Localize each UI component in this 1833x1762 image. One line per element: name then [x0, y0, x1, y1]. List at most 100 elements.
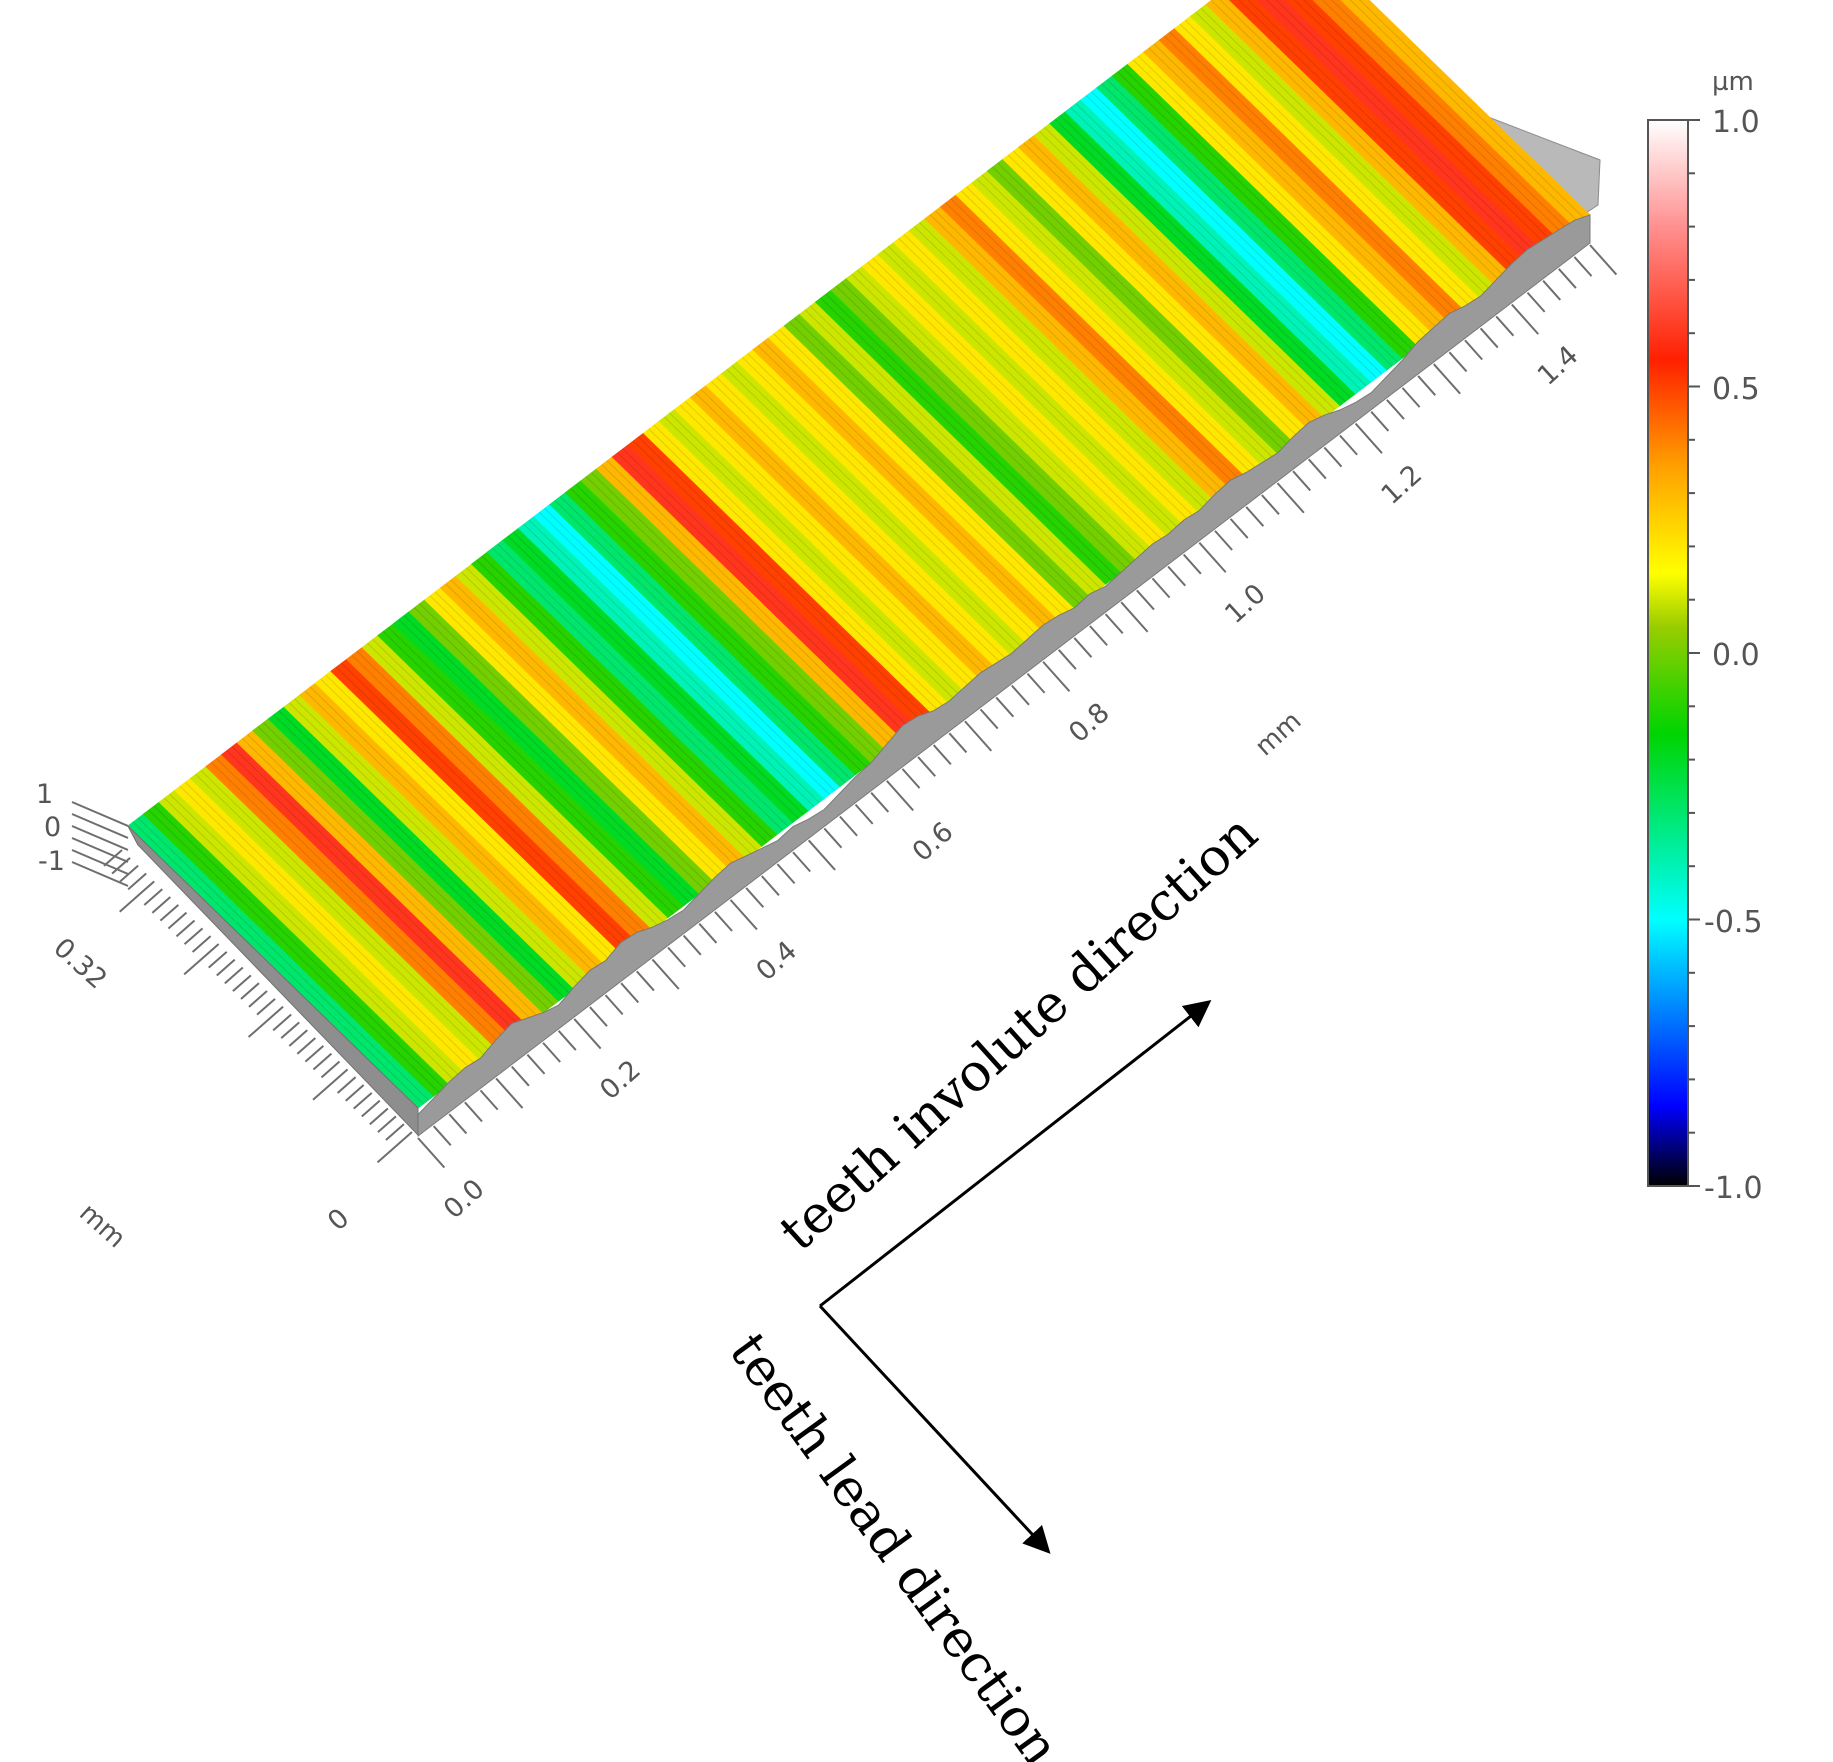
surface-streak: [1132, 59, 1424, 343]
y-tick: [296, 1037, 316, 1055]
y-tick: [143, 888, 163, 906]
y-tick: [151, 896, 171, 914]
x-tick: [1542, 280, 1562, 301]
surface-streak: [757, 345, 1049, 629]
x-tick: [1245, 506, 1265, 527]
surface-streak: [820, 297, 1112, 581]
surface-stripes: [127, 0, 1591, 1109]
x-tick: [1057, 649, 1077, 670]
surface-streak: [856, 269, 1148, 553]
surface-streak: [481, 555, 773, 839]
surface-streak: [601, 464, 893, 748]
x-tick: [542, 1042, 561, 1063]
x-tick-label: 0.6: [907, 816, 960, 868]
x-tick: [870, 792, 890, 813]
surface-streak: [1238, 0, 1518, 271]
x-tick: [620, 982, 640, 1004]
surface-streak: [523, 524, 815, 807]
y-tick: [247, 1005, 284, 1038]
surface-streak: [1211, 0, 1502, 283]
surface-streak: [325, 674, 617, 958]
surface-streak: [1331, 0, 1570, 232]
x-tick: [1042, 661, 1071, 692]
surface-streak: [669, 412, 961, 696]
x-tick-label: 1.4: [1532, 340, 1585, 392]
x-tick: [1479, 327, 1499, 349]
surface-streak: [1358, 0, 1586, 220]
surface-streak: [711, 381, 1002, 664]
x-tick: [1198, 542, 1227, 573]
y-tick: [167, 911, 188, 930]
surface-streak: [492, 547, 783, 831]
surface-streak: [716, 377, 1007, 660]
surface-streak: [695, 393, 987, 676]
surface-streak: [1023, 142, 1315, 426]
z-axis-ticks: [71, 801, 129, 887]
x-tick: [1182, 553, 1202, 575]
y-tick: [369, 1107, 389, 1126]
involute-direction-label: teeth involute direction: [769, 804, 1270, 1263]
surface-streak: [1044, 127, 1336, 410]
surface-streak: [606, 460, 898, 744]
surface-streak: [950, 198, 1242, 482]
surface-streak: [461, 571, 752, 855]
surface-streak: [914, 226, 1205, 510]
surface-streak: [336, 666, 627, 950]
surface-streak: [992, 166, 1284, 450]
involute-direction-arrow: [819, 1000, 1212, 1308]
surface-streak: [945, 202, 1237, 486]
surface-streak: [1117, 71, 1409, 355]
x-tick: [729, 899, 758, 931]
surface-streak: [320, 678, 612, 962]
x-tick: [1354, 422, 1383, 454]
surface-streak: [169, 793, 461, 1077]
surface-streak: [742, 357, 1033, 641]
surface-streak: [731, 365, 1023, 648]
y-tick: [119, 880, 155, 913]
surface-streak: [554, 500, 846, 783]
y-tick: [183, 943, 220, 976]
surface-streak: [789, 321, 1080, 605]
x-tick: [1136, 589, 1155, 611]
surface-streak: [1007, 154, 1299, 438]
surface-streak: [632, 440, 924, 724]
surface-streak: [1106, 79, 1398, 363]
y-tick: [159, 904, 180, 922]
surface-streak: [544, 508, 836, 791]
surface-streak: [1039, 131, 1330, 414]
x-tick: [745, 887, 765, 908]
x-tick: [495, 1077, 524, 1109]
y-tick: [336, 1076, 357, 1094]
surface-streak: [763, 341, 1054, 625]
y-tick: [256, 998, 276, 1016]
surface-streak: [1321, 0, 1565, 236]
x-tick: [714, 911, 733, 932]
surface-streak: [429, 595, 721, 879]
surface-streak: [388, 627, 679, 910]
z-tick: [71, 861, 129, 887]
surface-streak: [1195, 12, 1487, 295]
surface-streak: [836, 285, 1127, 569]
surface-streak: [257, 726, 549, 1010]
surface-streak: [1091, 91, 1382, 375]
x-tick: [823, 827, 843, 849]
surface-streak: [981, 174, 1273, 458]
x-tick: [1073, 637, 1093, 658]
surface-streak: [966, 186, 1257, 470]
surface-streak: [882, 250, 1174, 533]
surface-streak: [794, 317, 1086, 601]
x-tick: [636, 970, 655, 992]
surface-streak: [164, 797, 455, 1081]
x-tick: [1448, 351, 1468, 373]
x-tick: [1151, 577, 1171, 599]
z-tick-label-1: 1: [36, 779, 53, 810]
x-tick: [1370, 411, 1390, 432]
surface-streak: [278, 710, 570, 994]
x-tick: [839, 815, 858, 837]
x-tick: [1511, 303, 1540, 335]
surface-streak: [1303, 0, 1554, 244]
x-tick: [1214, 530, 1233, 551]
y-tick: [280, 1021, 300, 1039]
surface-streak: [351, 654, 643, 938]
x-tick: [1432, 363, 1461, 395]
